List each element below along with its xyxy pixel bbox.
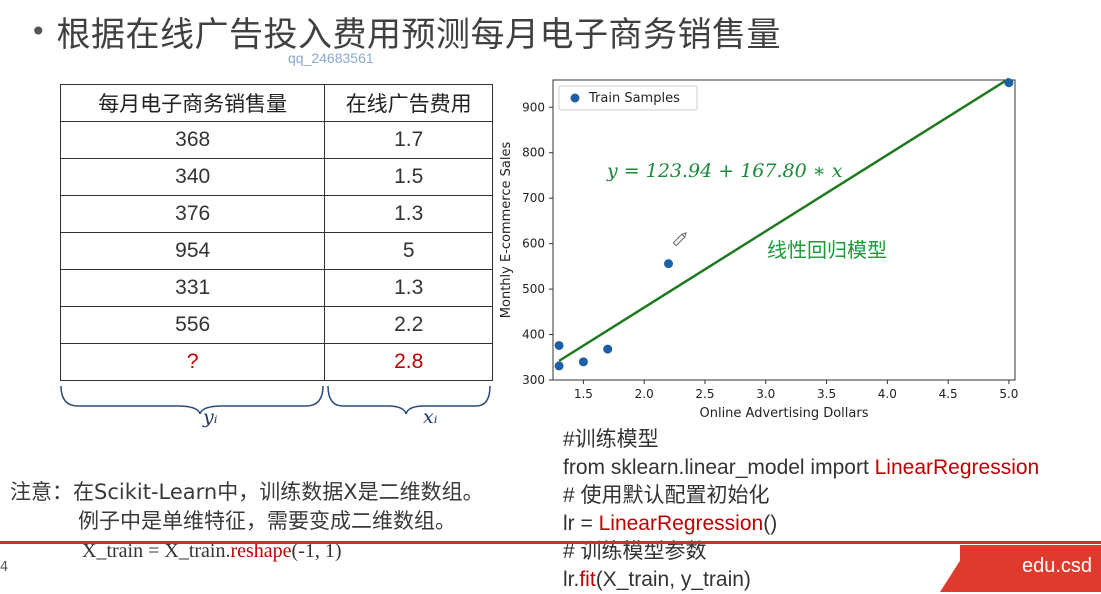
plot-area (552, 79, 1016, 381)
slide-title: • 根据在线广告投入费用预测每月电子商务销售量 (30, 6, 781, 56)
data-table: 每月电子商务销售量 在线广告费用 368 1.7 340 1.5 376 1.3 95… (59, 84, 493, 381)
legend-marker (570, 93, 580, 103)
note-line-1: 注意：在Scikit-Learn中，训练数据X是二维数组。 (10, 480, 484, 504)
y-tick-label: 800 (522, 146, 545, 160)
regression-line (558, 77, 1010, 362)
code-init-class: LinearRegression (598, 512, 764, 535)
x-tick-label: 4.0 (878, 387, 897, 401)
regression-equation: y = 123.94 + 167.80 ∗ x (606, 160, 843, 182)
legend: Train Samples (558, 85, 698, 111)
x-tick-label: 2.0 (635, 387, 654, 401)
code-comment-train: #训练模型 (563, 428, 659, 451)
table-row: 376 1.3 (59, 195, 493, 233)
header-ad-cost: 在线广告费用 (324, 84, 493, 122)
table-header-row: 每月电子商务销售量 在线广告费用 (59, 84, 493, 122)
y-tick-label: 500 (522, 282, 545, 296)
data-point (554, 340, 564, 350)
data-point (578, 357, 588, 367)
footer-band (960, 545, 1101, 592)
code-comment-fit: # 训练模型参数 (563, 540, 707, 563)
y-tick-label: 700 (522, 191, 545, 205)
footer-divider (0, 541, 1101, 544)
x-tick-label: 1.5 (574, 387, 593, 401)
data-point (554, 361, 564, 371)
pencil-icon (672, 232, 687, 247)
x-axis-label: Online Advertising Dollars (699, 406, 868, 421)
cell-sales-unknown: ? (59, 343, 326, 381)
scatter-chart: 300 400 500 600 700 800 900 1.5 2.0 2.5 3.0 3.5 4.0… (499, 77, 1018, 421)
brace-annotations (60, 385, 491, 414)
header-sales: 每月电子商务销售量 (59, 84, 326, 122)
y-axis-ticks: 300 400 500 600 700 800 900 (522, 100, 553, 387)
x-axis-ticks: 1.5 2.0 2.5 3.0 3.5 4.0 4.5 5.0 (574, 380, 1018, 401)
y-tick-label: 300 (522, 373, 545, 387)
cell-ad-cost: 1.3 (324, 269, 493, 307)
code-import-line: from sklearn.linear_model import LinearR… (563, 456, 1040, 479)
table-row: 556 2.2 (59, 306, 493, 344)
legend-label: Train Samples (588, 91, 680, 106)
code-prefix: X_train = X_train. (82, 540, 231, 562)
bullet-icon: • (30, 14, 47, 48)
data-points (554, 78, 1014, 371)
x-tick-label: 3.5 (817, 387, 836, 401)
table-row: 954 5 (59, 232, 493, 270)
table-row: 340 1.5 (59, 158, 493, 196)
cell-sales: 331 (59, 269, 326, 307)
cell-ad-cost: 1.5 (324, 158, 493, 196)
cell-sales: 556 (59, 306, 326, 344)
footer-brand-text: edu.csd (1022, 555, 1093, 577)
y-variable-label: yᵢ (203, 406, 218, 428)
table-row-query: ? 2.8 (59, 343, 493, 381)
cell-sales: 376 (59, 195, 326, 233)
table-row: 368 1.7 (59, 121, 493, 159)
page-number: 4 (0, 560, 9, 575)
cell-ad-cost: 2.2 (324, 306, 493, 344)
training-code: #训练模型 from sklearn.linear_model import Li… (563, 426, 1039, 594)
reshape-code: X_train = X_train.reshape(-1, 1) (82, 540, 342, 563)
code-fit-method: fit (579, 568, 596, 591)
code-comment-init: # 使用默认配置初始化 (563, 484, 770, 507)
cell-ad-cost-query: 2.8 (324, 343, 493, 381)
brace-x (327, 385, 491, 414)
code-fit-line: lr.fit(X_train, y_train) (563, 568, 751, 591)
cell-ad-cost: 1.7 (324, 121, 493, 159)
cell-sales: 340 (59, 158, 326, 196)
cell-ad-cost: 5 (324, 232, 493, 270)
title-text: 根据在线广告投入费用预测每月电子商务销售量 (56, 14, 782, 55)
data-point (1004, 78, 1014, 88)
code-class-linear-regression: LinearRegression (874, 456, 1040, 479)
cell-ad-cost: 1.3 (324, 195, 493, 233)
note-block: 注意：在Scikit-Learn中，训练数据X是二维数组。 例子中是单维特征，需… (10, 478, 484, 536)
note-line-2: 例子中是单维特征，需要变成二维数组。 (78, 509, 456, 533)
x-tick-label: 4.5 (939, 387, 958, 401)
y-tick-label: 900 (522, 100, 545, 114)
cell-sales: 368 (59, 121, 326, 159)
brace-y (60, 385, 324, 414)
y-axis-label: Monthly E-commerce Sales (499, 142, 514, 319)
y-tick-label: 600 (522, 237, 545, 251)
legend-box (558, 85, 698, 111)
data-point (664, 259, 673, 269)
x-variable-label: xᵢ (423, 406, 438, 428)
x-tick-label: 5.0 (999, 387, 1018, 401)
code-suffix: (-1, 1) (291, 540, 342, 562)
model-annotation: 线性回归模型 (767, 238, 887, 262)
x-tick-label: 3.0 (756, 387, 775, 401)
y-tick-label: 400 (522, 328, 545, 342)
watermark: qq_24683561 (288, 50, 374, 66)
cell-sales: 954 (59, 232, 326, 270)
x-tick-label: 2.5 (695, 387, 714, 401)
data-point (603, 344, 613, 354)
table-row: 331 1.3 (59, 269, 493, 307)
code-reshape-method: reshape (230, 540, 292, 562)
code-init-line: lr = LinearRegression() (563, 512, 778, 535)
